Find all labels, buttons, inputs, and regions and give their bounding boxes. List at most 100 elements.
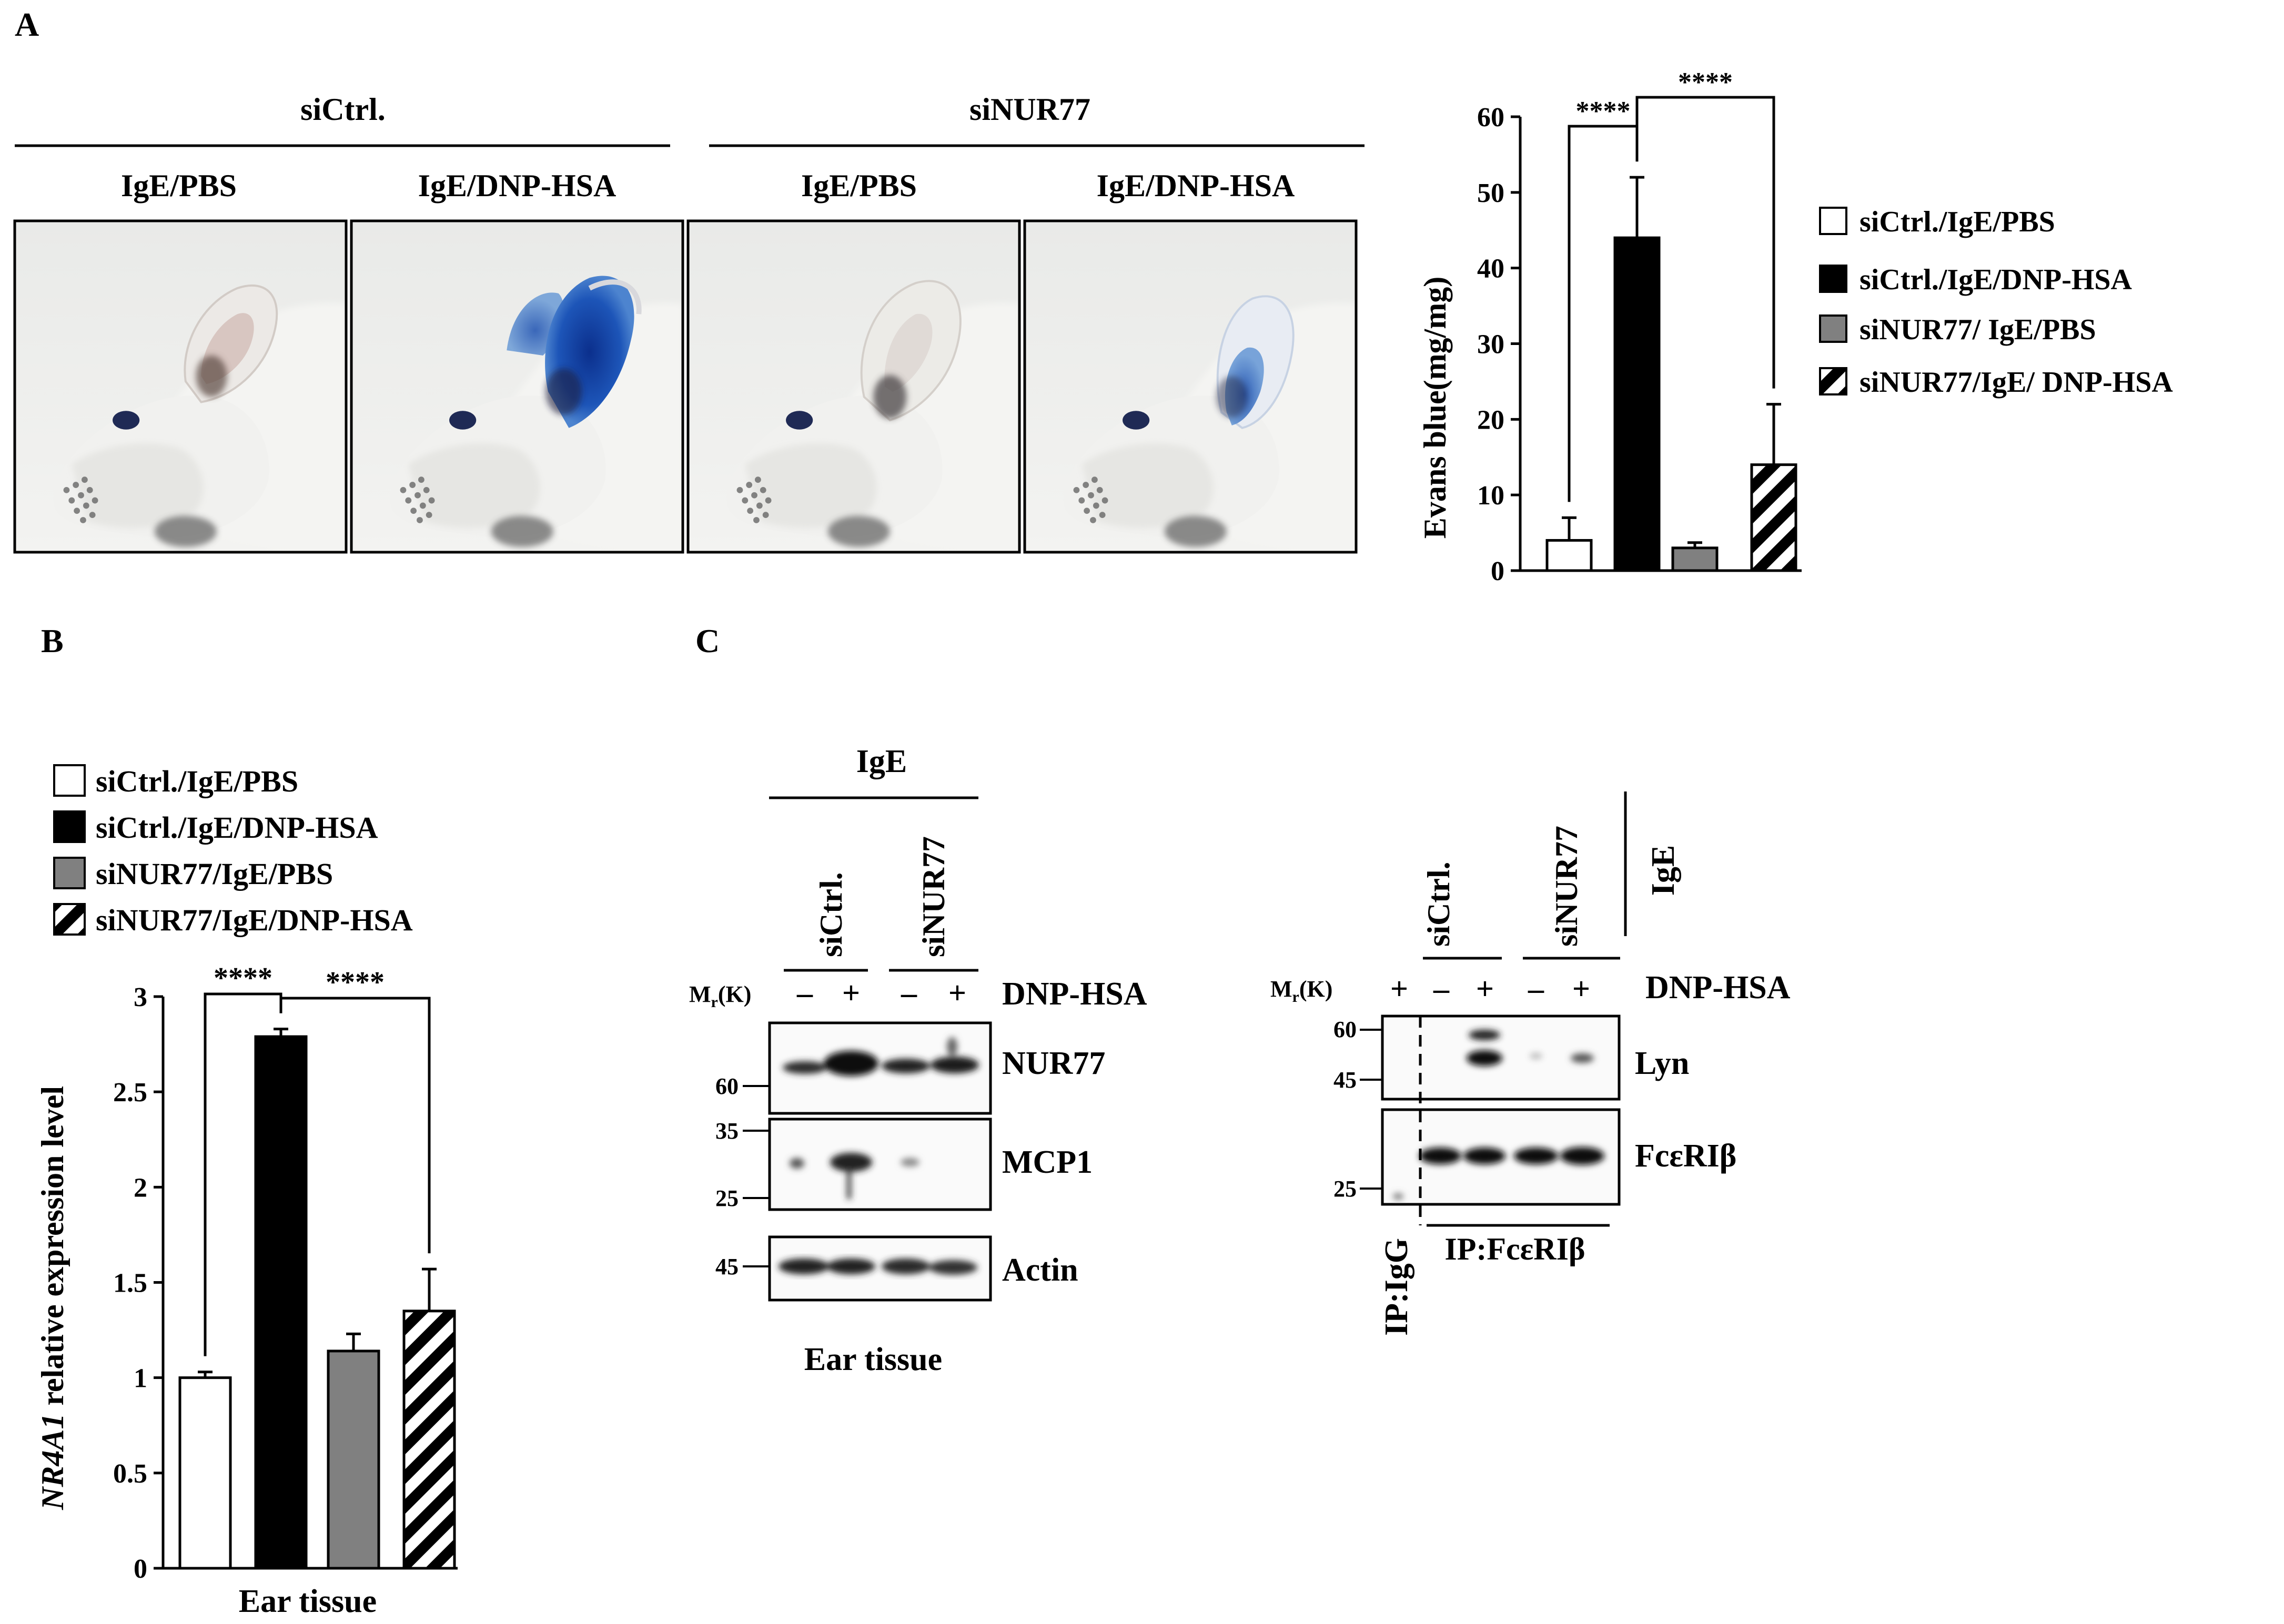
blot1-lane-group-nur: siNUR77 [916,836,951,957]
chart-b-xlabel: Ear tissue [239,1584,377,1619]
mouse-photo-ctrl-pbs [13,219,348,554]
cond-label-1: IgE/PBS [121,168,237,203]
chart-b-y-tick-label: 1.5 [113,1268,147,1298]
blot1-sign-3: – [901,976,917,1010]
blot1-mcp1-panel [768,1118,992,1211]
blot2-sign-1: + [1390,971,1408,1006]
blot2-band-lyn: Lyn [1635,1046,1689,1081]
legend-b-label-3: siNUR77/IgE/PBS [96,857,333,891]
blot2-lane-group-nur: siNUR77 [1549,826,1584,947]
legend-a-swatch-3 [1819,314,1847,343]
blot1-mr-label: Mr(K) [689,981,751,1011]
chart-b-bar [327,1349,380,1570]
chart-b-y-tick-label: 1 [134,1364,147,1394]
blot2-ip-fc-label: IP:FcεRIβ [1444,1232,1585,1266]
blot2-band-fcerib: FcεRIβ [1635,1138,1736,1174]
chart-a-y-tick-label: 30 [1477,330,1504,360]
blot1-marker-35: 35 [715,1118,739,1144]
legend-b-label-1: siCtrl./IgE/PBS [96,764,298,798]
chart-evans-blue: 0 10 20 30 40 50 60 **** **** [1477,67,1802,586]
panel-label-b: B [41,622,64,659]
chart-a-y-tick-label: 0 [1491,556,1504,586]
chart-b-bar [402,1310,456,1570]
chart-b-y-tick-label: 0.5 [113,1459,147,1489]
chart-a-y-tick-label: 20 [1477,405,1504,435]
chart-b-bar [178,1376,232,1570]
blot1-lane-group-ctrl: siCtrl. [814,872,848,957]
chart-a-y-tick-label: 50 [1477,178,1504,208]
mouse-photo-ctrl-dnp [350,219,684,554]
blot1-band-actin: Actin [1002,1252,1078,1288]
blot2-marker-25: 25 [1333,1176,1357,1202]
legend-b: siCtrl./IgE/PBS siCtrl./IgE/DNP-HSA siNU… [53,764,413,937]
blot1-marker-45: 45 [715,1254,739,1280]
chart-b-y-tick-label: 3 [134,982,147,1012]
blot2-marker-60: 60 [1333,1017,1357,1042]
blot1-caption: Ear tissue [804,1342,942,1377]
blot2-mr-label: Mr(K) [1270,976,1332,1006]
chart-b-y-tick-label: 2 [134,1173,147,1203]
chart-a-significance-stars: **** [1576,96,1631,126]
blot2-marker-45: 45 [1333,1067,1357,1093]
western-blot-ear-tissue: IgE siCtrl. siNUR77 Mr(K) – + – + DNP-HS… [689,744,1147,1377]
blot2-fcerib-bands [1393,1147,1604,1200]
legend-a-label-1: siCtrl./IgE/PBS [1859,206,2055,238]
legend-b-swatch-3 [53,857,86,889]
blot1-sign-2: + [842,976,860,1010]
blot2-sign-3: + [1476,971,1494,1006]
cond-label-3: IgE/PBS [801,168,917,203]
mouse-photo-nur-pbs [686,219,1021,554]
legend-b-label-4: siNUR77/IgE/DNP-HSA [96,903,413,937]
blot1-mcp1-bands [790,1153,919,1199]
blot1-sign-4: + [948,976,966,1010]
chart-a-bar [1613,236,1661,572]
cond-label-4: IgE/DNP-HSA [1097,168,1295,203]
cond-label-2: IgE/DNP-HSA [418,168,617,203]
legend-a-label-3: siNUR77/ IgE/PBS [1859,313,2096,346]
chart-b-bar [254,1035,308,1570]
legend-a-swatch-4 [1819,367,1847,395]
blot1-marker-25: 25 [715,1185,739,1211]
chart-a-bar [1750,463,1797,572]
chart-b-significance-bracket [279,997,431,1254]
chart-b-ylabel-rest: relative expression level [35,1086,70,1414]
chart-b-y-tick-label: 2.5 [113,1078,147,1108]
blot2-top-label: IgE [1645,845,1681,896]
blot1-sign-1: – [796,976,813,1010]
blot1-top-label: IgE [856,744,907,779]
chart-b-ylabel-gene: NR4A1 [35,1414,70,1510]
panel-label-a: A [15,6,39,43]
legend-a-label-4: siNUR77/IgE/ DNP-HSA [1859,366,2173,399]
legend-b-swatch-2 [53,810,86,843]
mouse-photo-nur-dnp [1023,219,1358,554]
blot2-sign-4: – [1528,971,1544,1006]
legend-b-swatch-1 [53,764,86,797]
western-blot-ip: IgE siCtrl. siNUR77 Mr(K) + – + – + DNP-… [1270,791,1791,1336]
blot2-sign-5: + [1572,971,1590,1006]
chart-a-significance-bracket [1635,96,1775,389]
chart-a-ylabel: Evans blue(mg/mg) [1418,277,1452,539]
blot2-lane-group-ctrl: siCtrl. [1421,861,1456,947]
legend-a-label-2: siCtrl./IgE/DNP-HSA [1859,263,2133,296]
legend-b-label-2: siCtrl./IgE/DNP-HSA [96,810,378,845]
blot1-band-mcp1: MCP1 [1002,1144,1093,1180]
legend-b-swatch-4 [53,903,86,936]
blot2-treatment-label: DNP-HSA [1645,970,1791,1006]
blot1-treatment-label: DNP-HSA [1002,976,1147,1012]
chart-a-y-tick-label: 40 [1477,254,1504,284]
chart-a-y-tick-label: 60 [1477,103,1504,133]
chart-a-bar [1545,539,1593,572]
legend-a: siCtrl./IgE/PBS siCtrl./IgE/DNP-HSA siNU… [1819,206,2173,399]
legend-a-swatch-1 [1819,207,1847,235]
chart-a-y-tick-label: 10 [1477,481,1504,511]
blot2-ip-igg-label: IP:IgG [1379,1238,1414,1336]
chart-a-significance-stars: **** [1678,67,1733,97]
chart-a-bar [1671,546,1719,572]
group-label-nur: siNUR77 [969,92,1090,127]
chart-b-ylabel: NR4A1 relative expression level [35,1086,70,1510]
blot2-sign-2: – [1433,971,1450,1006]
chart-b-significance-stars: **** [326,966,385,999]
blot1-marker-60: 60 [715,1073,739,1099]
legend-a-swatch-2 [1819,265,1847,293]
